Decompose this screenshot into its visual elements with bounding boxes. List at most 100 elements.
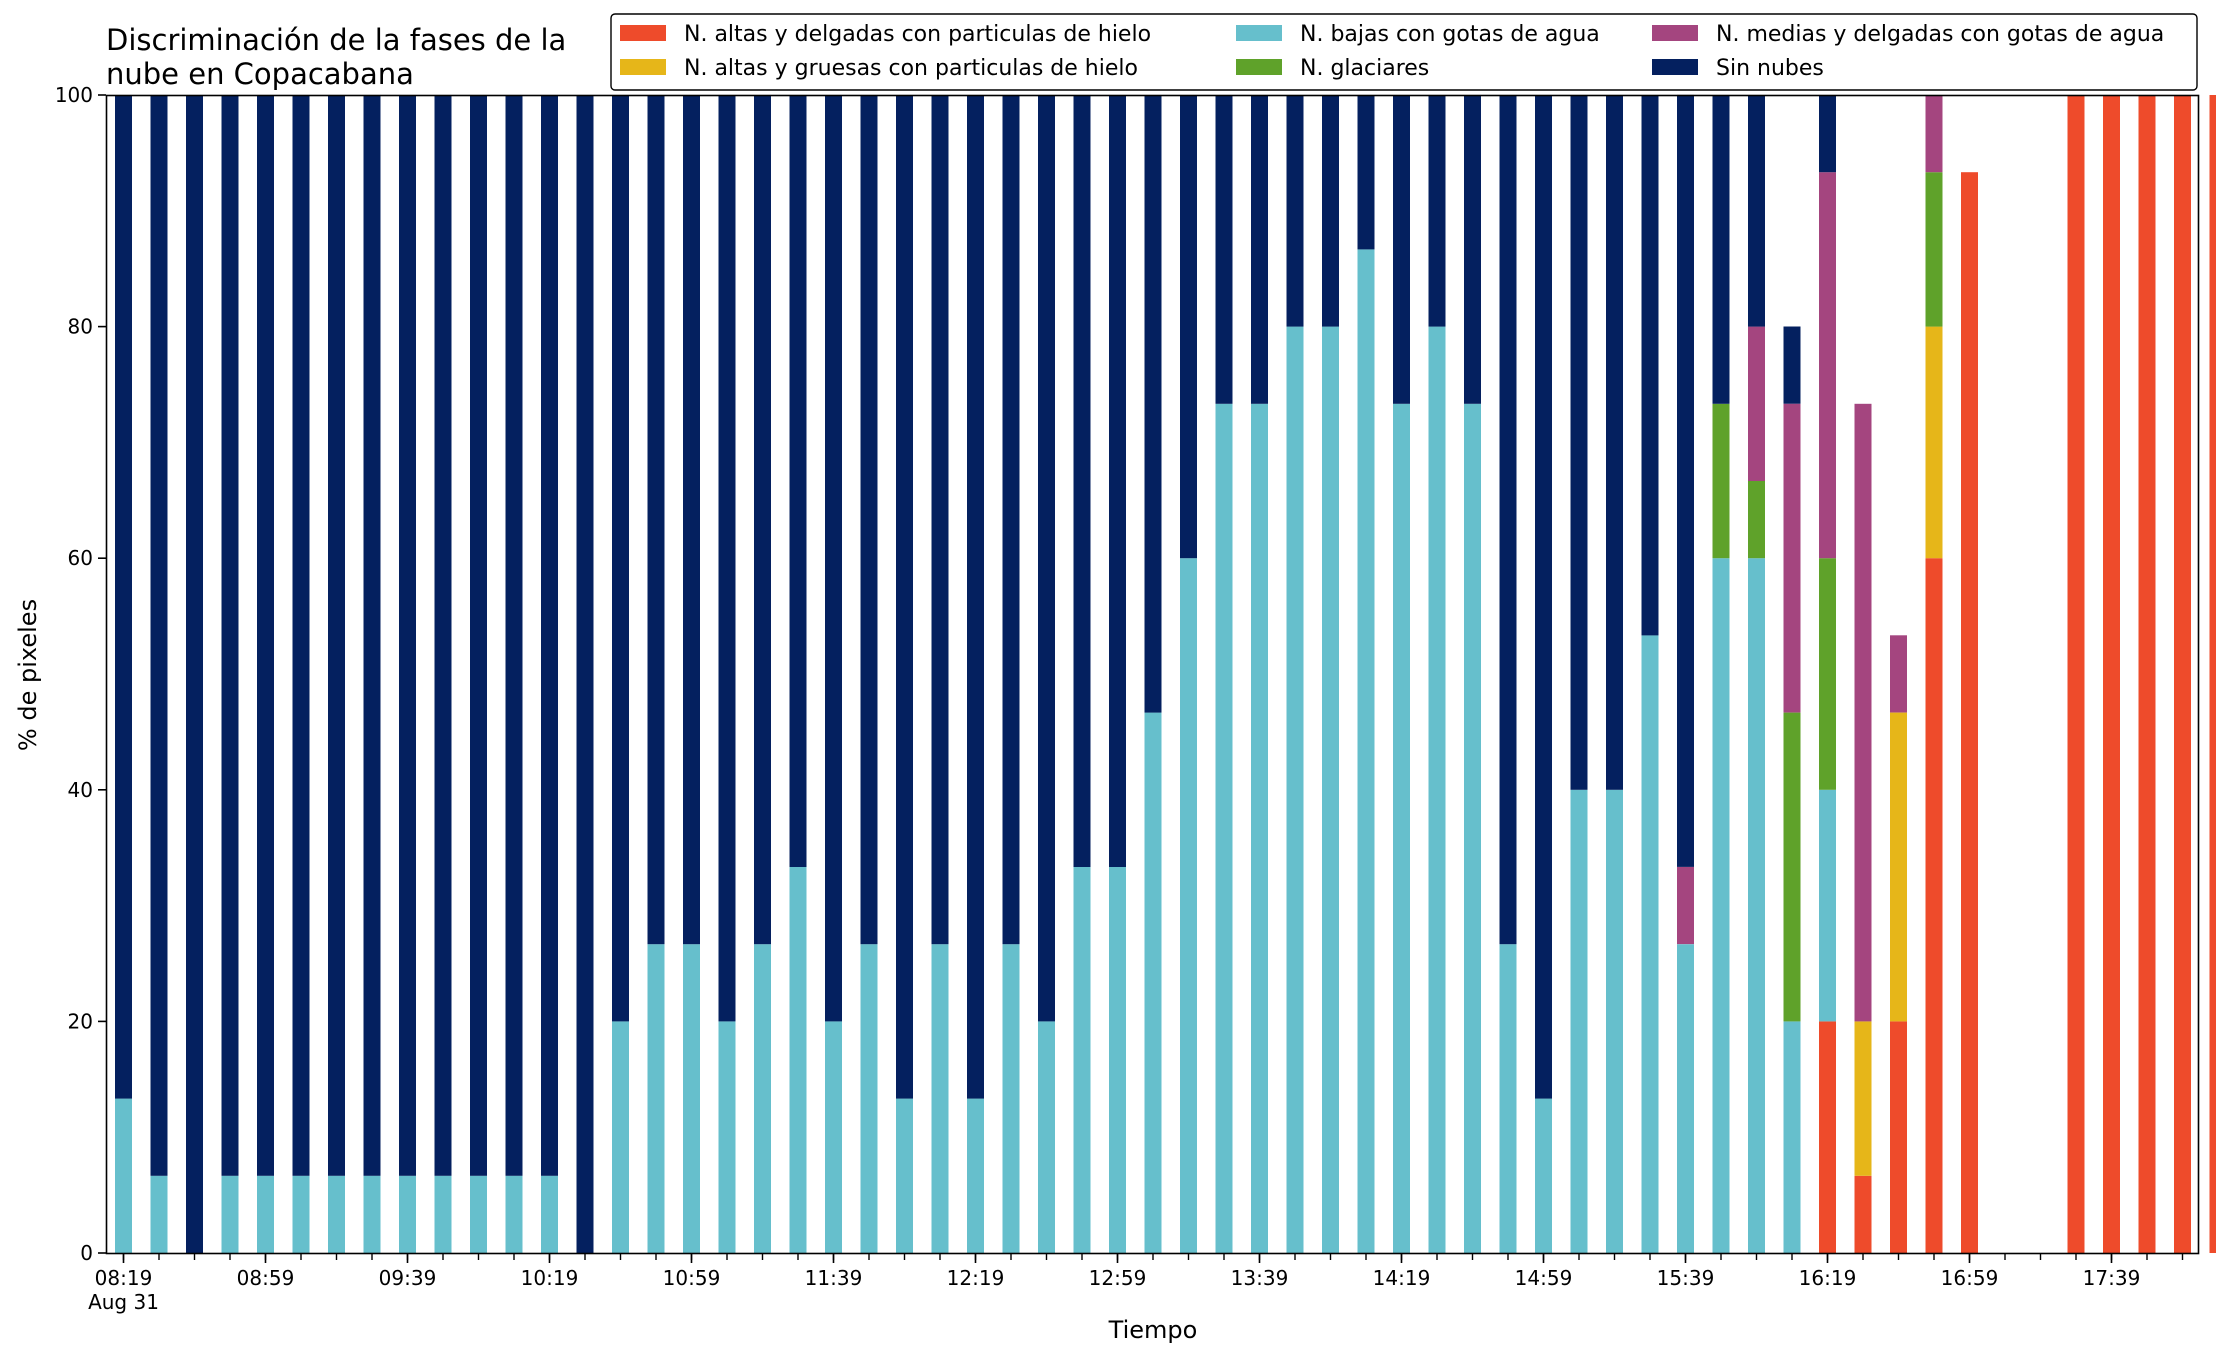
bar-segment-2: [967, 1098, 984, 1253]
bar-segment-5: [1819, 95, 1836, 173]
bar-segment-5: [1783, 326, 1801, 404]
bar-segment-2: [1286, 326, 1304, 1254]
bar-segment-5: [1038, 95, 1055, 1022]
bar-segment-2: [1251, 403, 1268, 1253]
bar-segment-4: [1819, 172, 1836, 559]
bar-segment-5: [1002, 95, 1020, 945]
bar-segment-5: [576, 95, 594, 1253]
bar-segment-1: [1854, 1021, 1872, 1176]
bar-segment-2: [1073, 867, 1091, 1253]
chart-title: Discriminación de la fases de la nube en…: [106, 23, 566, 91]
bar-segment-5: [434, 95, 452, 1176]
legend-swatch-2: [1236, 25, 1282, 41]
bar-segment-3: [1925, 172, 1943, 327]
bar-segment-2: [1464, 403, 1481, 1253]
legend-swatch-5: [1652, 59, 1698, 75]
legend-frame: [610, 13, 2198, 91]
bar-segment-5: [825, 95, 842, 1022]
y-tick-label: 60: [68, 546, 93, 570]
bar-segment-0: [1890, 1021, 1907, 1253]
bar-segment-5: [1499, 95, 1517, 945]
bar-segment-5: [470, 95, 487, 1176]
bar-segment-3: [1748, 481, 1765, 559]
bar-segment-2: [221, 1175, 239, 1253]
legend-swatch-1: [620, 59, 666, 75]
x-tick-label: 16:19: [1799, 1266, 1857, 1290]
bar-segment-2: [1038, 1021, 1055, 1253]
bar-segment-5: [1641, 95, 1659, 636]
bar-segment-5: [1286, 95, 1304, 327]
bar-segment-2: [1002, 944, 1020, 1253]
bar-segment-5: [115, 95, 132, 1099]
bar-segment-5: [931, 95, 949, 945]
bar-segment-2: [825, 1021, 842, 1253]
bar-segment-5: [683, 95, 700, 945]
bar-segment-5: [328, 95, 345, 1176]
bar-segment-0: [2174, 95, 2191, 1253]
bar-segment-5: [1357, 95, 1375, 250]
bar-segment-5: [754, 95, 771, 945]
bar-segment-2: [647, 944, 665, 1253]
bar-segment-2: [1570, 789, 1588, 1253]
bar-segment-2: [612, 1021, 629, 1253]
bar-segment-5: [363, 95, 381, 1176]
bar-segment-4: [1783, 403, 1801, 713]
bar-segment-5: [896, 95, 913, 1099]
bar-segment-5: [221, 95, 239, 1176]
x-tick-label: 14:19: [1373, 1266, 1431, 1290]
bar-segment-3: [1712, 403, 1730, 559]
bar-segment-2: [363, 1175, 381, 1253]
bar-segment-2: [328, 1175, 345, 1253]
bar-segment-2: [399, 1175, 416, 1253]
legend-swatch-4: [1652, 25, 1698, 41]
bar-segment-2: [1109, 867, 1126, 1253]
chart-title-line-2: nube en Copacabana: [106, 57, 414, 91]
bar-segment-2: [1428, 326, 1446, 1254]
bar-segment-2: [1748, 558, 1765, 1253]
bar-segment-2: [1180, 558, 1197, 1253]
legend-label-4: N. medias y delgadas con gotas de agua: [1716, 22, 2164, 47]
bar-segment-2: [1322, 326, 1339, 1254]
bar-segment-5: [541, 95, 558, 1176]
bar-segment-5: [292, 95, 310, 1176]
y-tick-label: 40: [68, 778, 93, 802]
bar-segment-2: [1641, 635, 1659, 1253]
y-tick-label: 100: [55, 83, 93, 107]
x-tick-label: 08:19: [95, 1266, 153, 1290]
legend-label-3: N. glaciares: [1300, 56, 1429, 81]
bar-segment-3: [1783, 712, 1801, 1022]
bar-segment-5: [257, 95, 274, 1176]
bar-segment-0: [1854, 1175, 1872, 1253]
bar-segment-5: [1251, 95, 1268, 404]
bar-segment-5: [1393, 95, 1410, 404]
bar-segment-0: [1961, 172, 1978, 1254]
bar-segment-5: [1144, 95, 1162, 713]
legend-swatch-3: [1236, 59, 1282, 75]
legend-label-1: N. altas y gruesas con particulas de hie…: [684, 56, 1138, 81]
bar-segment-4: [1748, 326, 1765, 481]
bar-segment-5: [1428, 95, 1446, 327]
y-tick-label: 0: [80, 1241, 93, 1265]
bar-segment-2: [683, 944, 700, 1253]
bar-segment-2: [505, 1175, 523, 1253]
legend-label-2: N. bajas con gotas de agua: [1300, 22, 1600, 47]
bar-segment-5: [1215, 95, 1233, 404]
y-tick-label: 20: [68, 1009, 93, 1033]
bar-segment-5: [1606, 95, 1623, 790]
legend-label-0: N. altas y delgadas con particulas de hi…: [684, 22, 1151, 47]
bar-segment-2: [1215, 403, 1233, 1253]
x-axis: 08:19 08:59 09:39 10:19 10:59 11:39 12:19 12:59…: [88, 1253, 2184, 1314]
bar-segment-0: [2138, 95, 2156, 1253]
x-tick-label: 17:39: [2083, 1266, 2141, 1290]
bar-segment-2: [1535, 1098, 1552, 1253]
legend: N. altas y delgadas con particulas de hi…: [610, 13, 2198, 91]
bar-segment-2: [115, 1098, 132, 1253]
y-axis-label: % de pixeles: [14, 599, 42, 751]
bar-segment-2: [1144, 712, 1162, 1253]
bar-segment-5: [1535, 95, 1552, 1099]
bar-segment-2: [292, 1175, 310, 1253]
bar-segment-2: [541, 1175, 558, 1253]
bar-segment-2: [434, 1175, 452, 1253]
bar-segment-3: [1819, 558, 1836, 790]
y-tick-label: 80: [68, 315, 93, 339]
